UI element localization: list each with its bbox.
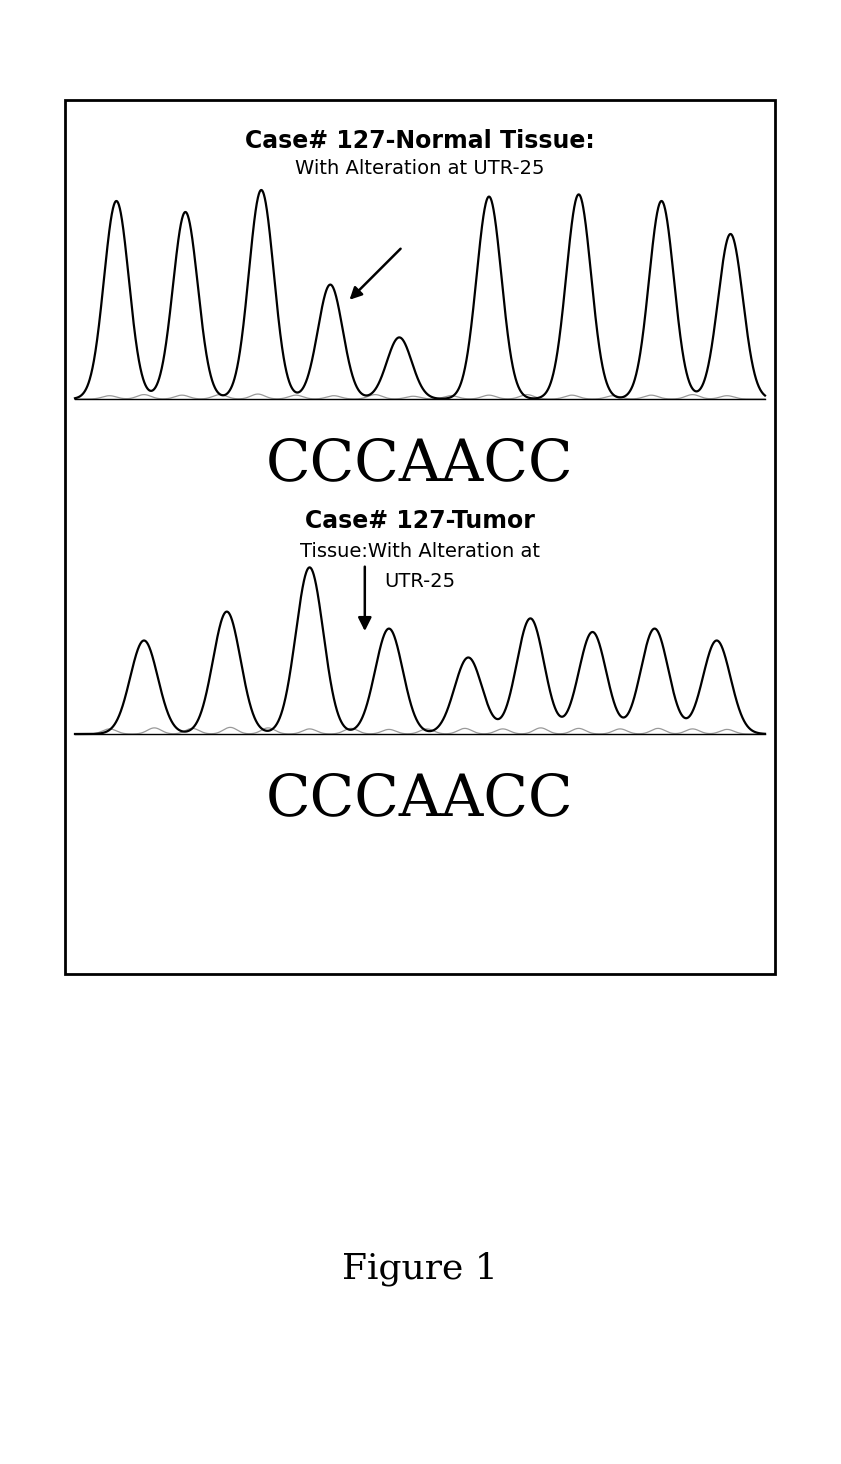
Text: UTR-25: UTR-25 [384, 572, 456, 591]
Text: CCCAACC: CCCAACC [267, 436, 574, 492]
Text: Figure 1: Figure 1 [342, 1252, 498, 1287]
Text: Case# 127-Tumor: Case# 127-Tumor [305, 509, 535, 533]
Bar [65, 100, 775, 974]
Text: CCCAACC: CCCAACC [267, 772, 574, 827]
Text: Tissue:With Alteration at: Tissue:With Alteration at [300, 542, 540, 561]
Text: Case# 127-Normal Tissue:: Case# 127-Normal Tissue: [245, 129, 595, 154]
Text: With Alteration at UTR-25: With Alteration at UTR-25 [295, 160, 545, 179]
